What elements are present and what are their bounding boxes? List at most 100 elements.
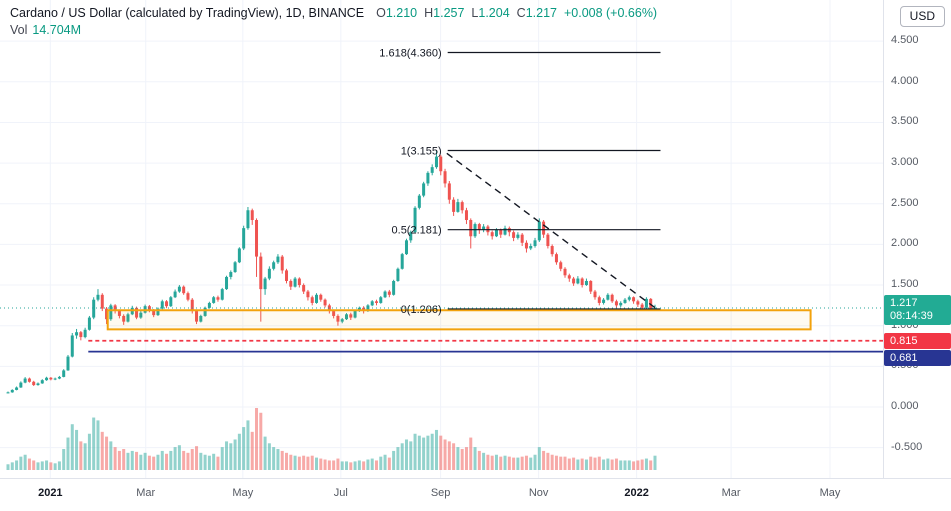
- volume-bar: [503, 455, 507, 470]
- candle-body: [302, 285, 306, 292]
- volume-bar: [117, 450, 121, 470]
- candle-body: [576, 278, 580, 284]
- candle-body: [165, 301, 169, 307]
- price-tick-label: 4.000: [891, 74, 919, 87]
- candle-body: [567, 275, 571, 279]
- volume-bar: [593, 457, 597, 470]
- volume-bar: [443, 439, 447, 470]
- candle-body: [319, 294, 323, 300]
- volume-bar: [567, 458, 571, 470]
- volume-bar: [460, 449, 464, 470]
- candle-body: [344, 314, 348, 320]
- candle-body: [422, 183, 426, 196]
- volume-bar: [40, 461, 44, 470]
- volume-bar: [597, 456, 601, 470]
- candle-body: [203, 307, 207, 316]
- candle-body: [409, 232, 413, 241]
- volume-bar: [340, 461, 344, 470]
- price-line-badge-navy[interactable]: 0.681: [884, 349, 951, 366]
- support-zone-rectangle[interactable]: [106, 309, 812, 331]
- candle-body: [460, 202, 464, 211]
- volume-bar: [169, 450, 173, 470]
- volume-label: Vol: [10, 23, 28, 37]
- symbol-title[interactable]: Cardano / US Dollar (calculated by Tradi…: [10, 6, 365, 20]
- candle-body: [15, 387, 19, 390]
- volume-bar: [220, 447, 224, 470]
- volume-bar: [400, 443, 404, 470]
- candle-body: [550, 246, 554, 255]
- time-tick-label: Nov: [528, 487, 549, 499]
- candle-body: [349, 314, 353, 318]
- volume-bar: [602, 459, 606, 470]
- drawings[interactable]: 1.618(4.360) 1(3.155) 0.5(2.181) 0(1.206): [0, 48, 883, 353]
- chart-canvas[interactable]: 1.618(4.360) 1(3.155) 0.5(2.181) 0(1.206): [0, 0, 883, 478]
- candle-body: [160, 301, 164, 309]
- candle-body: [122, 315, 126, 322]
- volume-bar: [242, 427, 246, 470]
- grid-lines: [0, 0, 883, 478]
- time-tick-label: Mar: [136, 487, 156, 499]
- candle-body: [353, 311, 357, 318]
- price-axis[interactable]: 1.217 08:14:39 0.815 0.681 4.500 4.000 3.5…: [883, 0, 951, 478]
- current-price-value: 1.217: [890, 297, 918, 310]
- volume-bar: [464, 447, 468, 470]
- candle-body: [293, 278, 297, 287]
- volume-bar: [280, 450, 284, 470]
- candle-body: [584, 280, 588, 286]
- candle-body: [23, 378, 27, 383]
- volume-bar: [203, 454, 207, 470]
- candle-body: [220, 289, 224, 300]
- candle-body: [379, 297, 383, 303]
- price-tick-label: -0.500: [891, 440, 923, 453]
- candle-body: [267, 268, 271, 279]
- time-axis[interactable]: 2021 Mar May Jul Sep Nov 2022 Mar May: [0, 478, 951, 511]
- descending-trendline[interactable]: [446, 152, 656, 309]
- price-line-badge-red[interactable]: 0.815: [884, 332, 951, 349]
- volume-bar: [430, 433, 434, 470]
- volume-bar: [66, 437, 70, 470]
- volume-bar: [559, 456, 563, 470]
- volume-bar: [182, 450, 186, 470]
- bar-countdown: 08:14:39: [890, 310, 933, 323]
- volume-bar: [92, 417, 96, 470]
- price-tick-label: 1.500: [891, 278, 919, 291]
- volume-bar: [413, 433, 417, 470]
- candlesticks[interactable]: [6, 150, 657, 394]
- candle-body: [32, 381, 36, 386]
- volume-bar: [494, 454, 498, 470]
- fib-level-label: 1.618(4.360): [379, 48, 441, 60]
- volume-bar: [70, 424, 74, 470]
- volume-bar: [447, 441, 451, 470]
- candle-body: [366, 305, 370, 312]
- candle-body: [516, 234, 520, 238]
- volume-bar: [139, 454, 143, 470]
- volume-bar: [529, 457, 533, 470]
- candle-body: [10, 389, 14, 393]
- candle-body: [572, 278, 576, 284]
- volume-bar: [135, 451, 139, 470]
- volume-bar: [62, 449, 66, 470]
- volume-bar: [512, 457, 516, 470]
- candle-body: [75, 332, 79, 336]
- volume-bar: [216, 456, 220, 470]
- candle-body: [285, 270, 289, 281]
- candle-body: [126, 314, 130, 322]
- candle-body: [36, 383, 40, 386]
- chart-legend: Cardano / US Dollar (calculated by Tradi…: [10, 5, 664, 39]
- candle-body: [452, 199, 456, 212]
- volume-bar: [100, 431, 104, 470]
- currency-unit-button[interactable]: USD: [899, 6, 945, 27]
- candle-body: [477, 224, 481, 230]
- candle-body: [482, 226, 486, 230]
- time-tick-label: Mar: [721, 487, 741, 499]
- current-price-badge[interactable]: 1.217 08:14:39: [884, 295, 951, 326]
- candle-body: [190, 299, 194, 312]
- high-value: 1.257: [433, 6, 465, 20]
- candle-body: [53, 378, 57, 380]
- volume-bar: [366, 459, 370, 470]
- fib-level-label: 0.5(2.181): [392, 225, 442, 237]
- volume-bar: [332, 460, 336, 470]
- volume-bar: [387, 457, 391, 470]
- candle-body: [336, 315, 340, 322]
- change-value: +0.008 (+0.66%): [563, 6, 658, 20]
